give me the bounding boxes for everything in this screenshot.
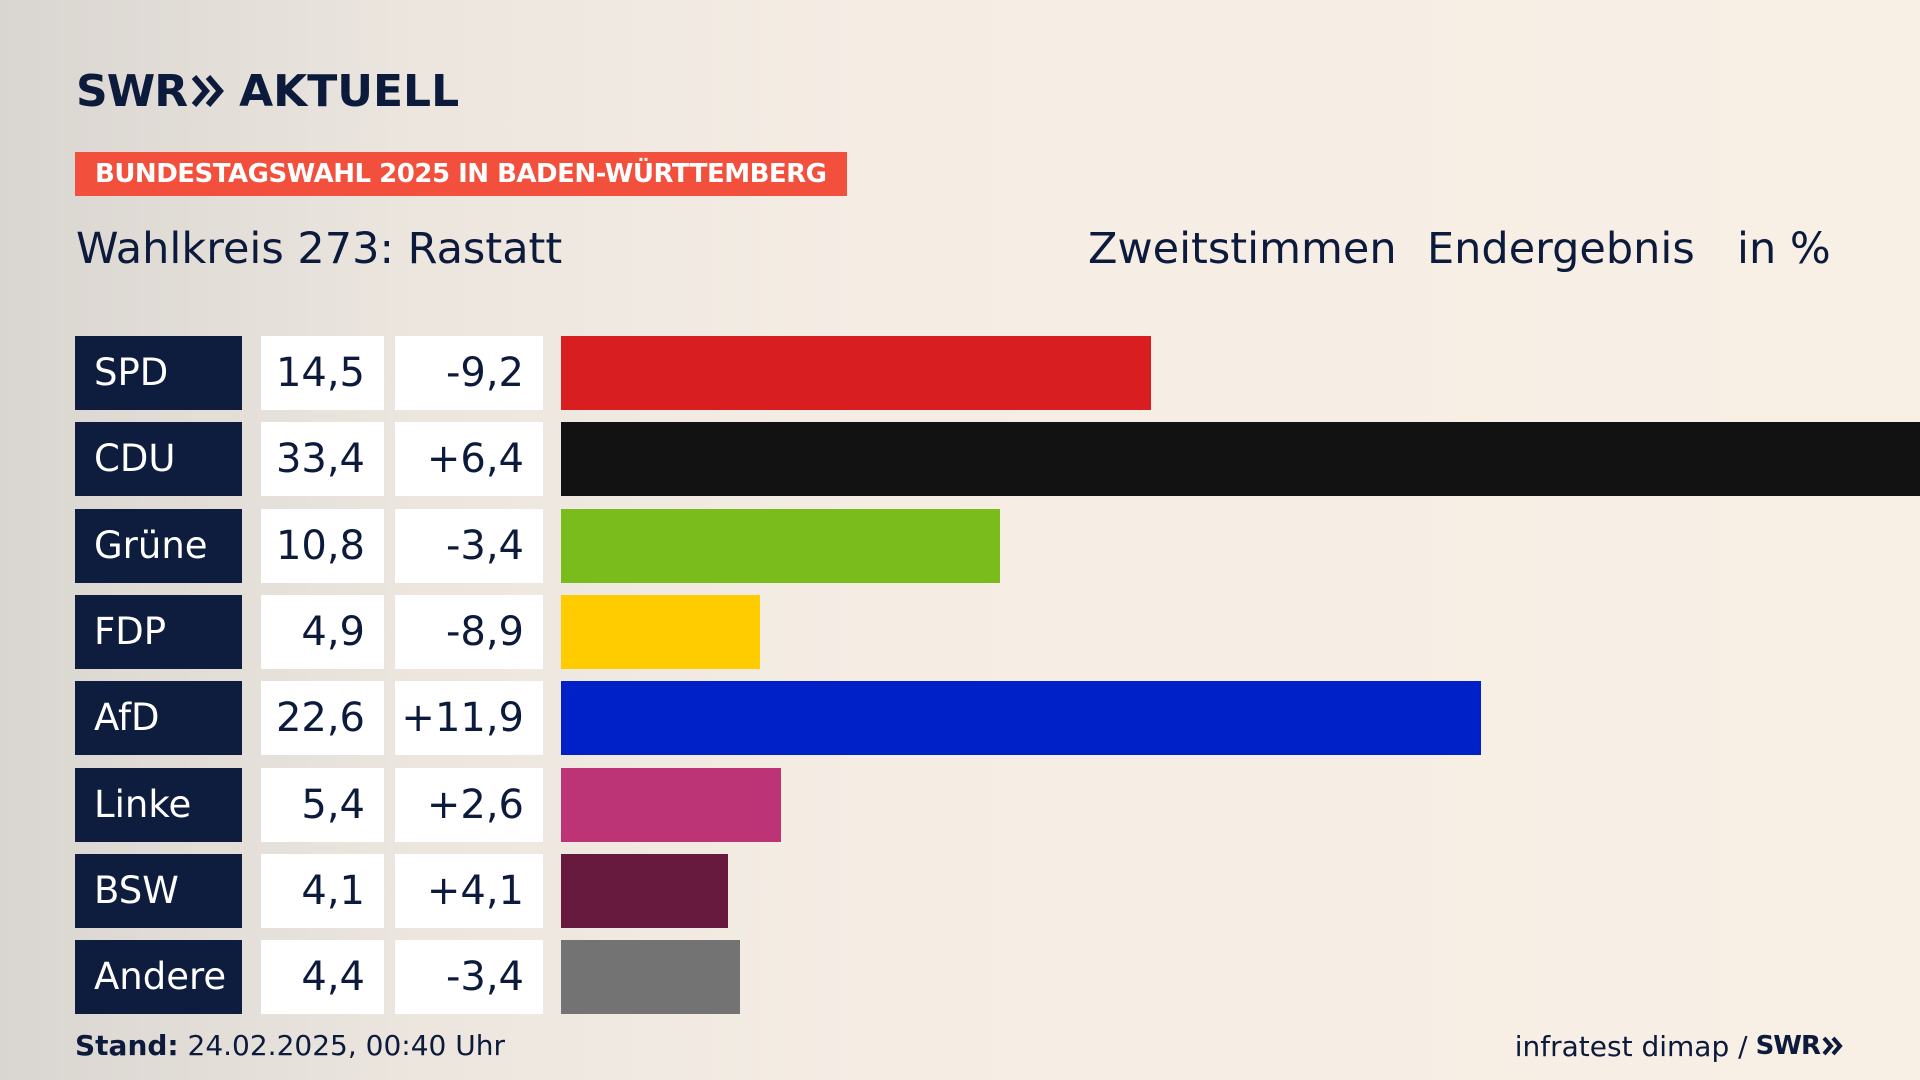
result-bar xyxy=(561,509,1000,583)
vote-share-value: 14,5 xyxy=(261,336,384,410)
party-label: AfD xyxy=(75,681,242,755)
unit-label: in % xyxy=(1737,224,1831,274)
vote-change-value: -3,4 xyxy=(395,509,543,583)
party-label: Grüne xyxy=(75,509,242,583)
vote-change-value: +2,6 xyxy=(395,768,543,842)
timestamp: Stand: 24.02.2025, 00:40 Uhr xyxy=(75,1028,505,1064)
vote-change-value: +4,1 xyxy=(395,854,543,928)
vote-change-value: -3,4 xyxy=(395,940,543,1014)
result-bar xyxy=(561,768,781,842)
result-bar xyxy=(561,595,760,669)
vote-change-value: +11,9 xyxy=(395,681,543,755)
result-bar xyxy=(561,681,1481,755)
timestamp-value: 24.02.2025, 00:40 Uhr xyxy=(178,1029,505,1062)
vote-change-value: +6,4 xyxy=(395,422,543,496)
result-bar xyxy=(561,422,1920,496)
vote-type-label: Zweitstimmen xyxy=(1088,224,1397,274)
vote-share-value: 10,8 xyxy=(261,509,384,583)
result-bar xyxy=(561,336,1151,410)
source-credit: infratest dimap / SWR xyxy=(1515,1028,1844,1064)
timestamp-label: Stand: xyxy=(75,1029,179,1062)
footer-swr-logo: SWR xyxy=(1755,1031,1821,1061)
result-bar xyxy=(561,940,740,1014)
result-status-label: Endergebnis xyxy=(1427,224,1695,274)
party-label: SPD xyxy=(75,336,242,410)
party-label: BSW xyxy=(75,854,242,928)
chart-title: Wahlkreis 273: Rastatt xyxy=(76,224,563,274)
vote-share-value: 4,4 xyxy=(261,940,384,1014)
party-label: Andere xyxy=(75,940,242,1014)
vote-change-value: -9,2 xyxy=(395,336,543,410)
source-text: infratest dimap / xyxy=(1514,1029,1748,1063)
party-label: CDU xyxy=(75,422,242,496)
vote-share-value: 22,6 xyxy=(261,681,384,755)
logo-aktuell-text: AKTUELL xyxy=(239,65,460,117)
vote-share-value: 5,4 xyxy=(261,768,384,842)
party-label: FDP xyxy=(75,595,242,669)
vote-change-value: -8,9 xyxy=(395,595,543,669)
footer-double-chevron-icon xyxy=(1822,1036,1843,1056)
swr-aktuell-logo: SWR AKTUELL xyxy=(76,65,460,117)
vote-share-value: 4,1 xyxy=(261,854,384,928)
election-badge: BUNDESTAGSWAHL 2025 IN BADEN-WÜRTTEMBERG xyxy=(75,152,847,196)
logo-swr-text: SWR xyxy=(76,65,188,117)
party-label: Linke xyxy=(75,768,242,842)
vote-share-value: 4,9 xyxy=(261,595,384,669)
vote-share-value: 33,4 xyxy=(261,422,384,496)
result-bar xyxy=(561,854,728,928)
double-chevron-icon xyxy=(191,75,225,107)
